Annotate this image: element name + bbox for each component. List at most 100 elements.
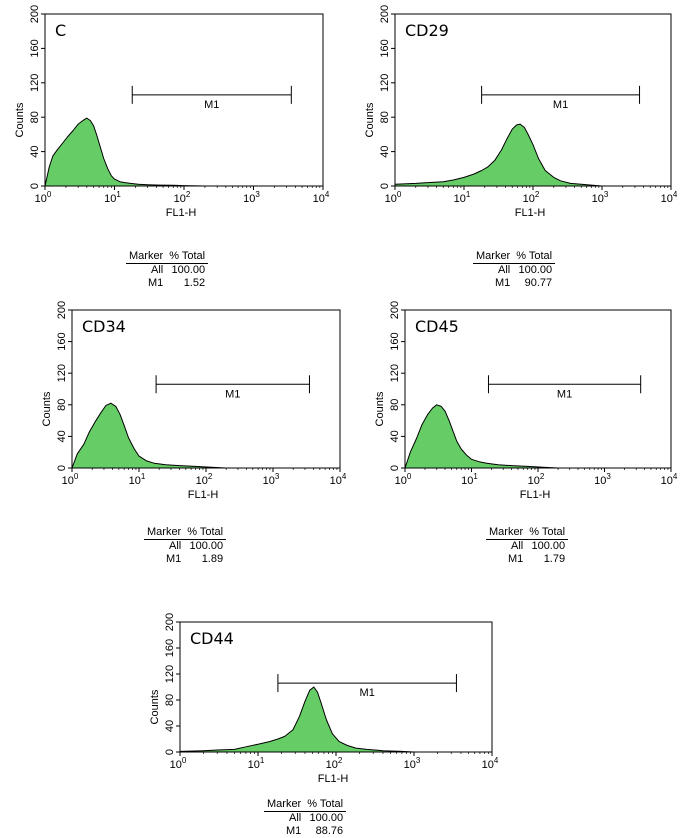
stats-cell-cd44-1-1: 88.76 — [315, 825, 344, 837]
x-tick-label-cd34-1: 101 — [129, 472, 146, 487]
stats-table-cd29: Marker% Total All 100.00 M1 90.77 — [473, 250, 556, 290]
stats-header-row: Marker% Total — [486, 526, 569, 540]
stats-cell-cd44-0-1: 100.00 — [309, 812, 344, 824]
x-tick-label-cd45-4: 104 — [661, 472, 678, 487]
x-axis-title-cd44: FL1-H — [318, 773, 349, 785]
x-tick-label-c-0: 100 — [35, 190, 52, 205]
y-tick-label-cd34-1: 40 — [56, 430, 68, 442]
histogram-panel-cd34: 0 40 80 120 160 200 100 101 102 103 104 FL1-H Counts… — [0, 0, 347, 520]
y-tick-label-c-2: 80 — [29, 111, 41, 123]
stats-header-c-1: % Total — [166, 250, 209, 264]
histogram-area-cd45 — [404, 404, 672, 469]
stats-header-cd34-0: Marker — [144, 526, 185, 540]
stats-cell-cd34-1-1: 1.89 — [201, 553, 224, 565]
stats-header-row: Marker% Total — [126, 250, 209, 264]
marker-label-cd45: M1 — [557, 388, 572, 400]
stats-row: All 100.00 — [486, 540, 568, 554]
x-tick-label-c-2: 102 — [174, 190, 191, 205]
x-tick-label-cd34-0: 100 — [62, 472, 79, 487]
panel-title-cd34: CD34 — [82, 317, 126, 336]
x-tick-label-c-4: 104 — [313, 190, 330, 205]
stats-cell-cd34-1-0: M1 — [165, 553, 182, 565]
stats-cell-cd45-1-0: M1 — [507, 553, 524, 565]
y-axis-title-cd29: Counts — [364, 102, 376, 137]
y-tick-label-cd29-1: 40 — [379, 145, 391, 157]
stats-header-row: Marker% Total — [473, 250, 556, 264]
stats-cell-cd44-0-0: All — [289, 812, 302, 824]
y-tick-label-cd34-5: 200 — [56, 301, 68, 319]
stats-cell-cd34-0-1: 100.00 — [189, 540, 224, 552]
stats-cell-c-0-0: All — [151, 264, 164, 276]
stats-header-cd45-1: % Total — [526, 526, 569, 540]
y-tick-label-cd45-1: 40 — [389, 430, 401, 442]
stats-cell-cd45-0-0: All — [511, 540, 524, 552]
y-tick-label-cd29-3: 120 — [379, 74, 391, 92]
stats-cell-cd29-0-0: All — [498, 264, 511, 276]
x-tick-label-c-3: 103 — [243, 190, 260, 205]
marker-label-c: M1 — [204, 99, 219, 111]
y-tick-label-cd45-5: 200 — [389, 301, 401, 319]
stats-cell-c-1-0: M1 — [147, 277, 164, 289]
panel-title-c: C — [55, 21, 66, 40]
stats-cell-cd29-0-1: 100.00 — [518, 264, 553, 276]
y-tick-label-cd29-2: 80 — [379, 111, 391, 123]
stats-header-c-0: Marker — [126, 250, 167, 264]
x-axis-title-cd34: FL1-H — [188, 489, 219, 501]
y-tick-label-cd44-4: 160 — [164, 639, 176, 657]
y-tick-label-cd44-1: 40 — [164, 720, 176, 732]
histogram-svg-cd34: 0 40 80 120 160 200 100 101 102 103 104 FL1-H Counts… — [41, 301, 347, 501]
marker-label-cd34: M1 — [225, 388, 240, 400]
histogram-area-c — [44, 117, 324, 187]
stats-header-row: Marker% Total — [144, 526, 227, 540]
x-tick-label-cd45-3: 103 — [594, 472, 611, 487]
y-tick-label-cd34-4: 160 — [56, 332, 68, 350]
stats-cell-cd29-1-1: 90.77 — [524, 277, 553, 289]
stats-row: All 100.00 — [473, 264, 555, 278]
x-tick-label-cd29-4: 104 — [661, 190, 678, 205]
x-tick-label-cd44-1: 101 — [248, 756, 265, 771]
marker-label-cd29: M1 — [553, 99, 568, 111]
y-tick-label-c-0: 0 — [29, 183, 41, 189]
y-tick-label-c-3: 120 — [29, 74, 41, 92]
y-tick-label-cd44-5: 200 — [164, 613, 176, 631]
x-tick-label-cd34-3: 103 — [263, 472, 280, 487]
panel-title-cd44: CD44 — [190, 629, 234, 648]
stats-cell-c-1-1: 1.52 — [183, 277, 206, 289]
x-tick-label-cd44-3: 103 — [404, 756, 421, 771]
stats-row: M1 90.77 — [473, 277, 555, 290]
stats-table-cd44: Marker% Total All 100.00 M1 88.76 — [264, 798, 347, 838]
stats-table-c: Marker% Total All 100.00 M1 1.52 — [126, 250, 209, 290]
y-tick-label-cd44-0: 0 — [164, 749, 176, 755]
y-tick-label-cd45-4: 160 — [389, 332, 401, 350]
stats-row: All 100.00 — [126, 264, 208, 278]
histogram-panel-cd45: 0 40 80 120 160 200 100 101 102 103 104 FL1-H Counts… — [374, 301, 678, 501]
stats-header-row: Marker% Total — [264, 798, 347, 812]
stats-header-cd45-0: Marker — [486, 526, 527, 540]
y-tick-label-cd44-2: 80 — [164, 694, 176, 706]
stats-row: All 100.00 — [264, 812, 346, 826]
histogram-svg-cd44: 0 40 80 120 160 200 100 101 102 103 104 FL1-H Counts… — [149, 613, 499, 785]
panel-title-cd29: CD29 — [405, 21, 449, 40]
y-axis-title-cd45: Counts — [374, 391, 386, 426]
y-tick-label-cd29-0: 0 — [379, 183, 391, 189]
histogram-area-cd34 — [71, 402, 341, 469]
y-axis-title-cd34: Counts — [41, 391, 53, 426]
x-tick-label-cd45-0: 100 — [395, 472, 412, 487]
stats-cell-cd45-0-1: 100.00 — [531, 540, 566, 552]
stats-row: M1 88.76 — [264, 825, 346, 838]
histogram-panel-cd29: 0 40 80 120 160 200 100 101 102 103 104 FL1-H Counts… — [0, 0, 692, 230]
histogram-panel-cd44: 0 40 80 120 160 200 100 101 102 103 104 FL1-H Counts… — [149, 613, 499, 785]
marker-label-cd44: M1 — [360, 687, 375, 699]
x-axis-title-cd45: FL1-H — [520, 489, 551, 501]
y-tick-label-c-5: 200 — [29, 5, 41, 23]
x-tick-label-cd29-2: 102 — [523, 190, 540, 205]
stats-table-cd34: Marker% Total All 100.00 M1 1.89 — [144, 526, 227, 566]
stats-cell-cd44-1-0: M1 — [285, 825, 302, 837]
y-tick-label-cd29-4: 160 — [379, 39, 391, 57]
stats-header-cd44-0: Marker — [264, 798, 305, 812]
x-tick-label-cd29-0: 100 — [385, 190, 402, 205]
y-tick-label-c-1: 40 — [29, 145, 41, 157]
x-tick-label-cd29-3: 103 — [592, 190, 609, 205]
stats-header-cd44-1: % Total — [304, 798, 347, 812]
y-tick-label-c-4: 160 — [29, 39, 41, 57]
